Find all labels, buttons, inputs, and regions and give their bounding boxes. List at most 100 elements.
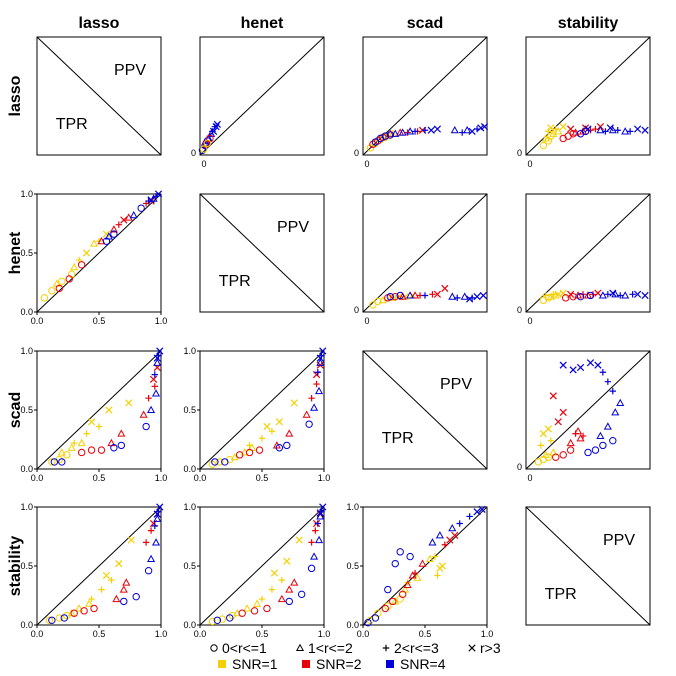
point-plus — [542, 292, 550, 299]
point-cross — [156, 347, 164, 355]
panel-lasso-henet: 00 — [191, 36, 325, 169]
point-triangle — [285, 585, 294, 593]
point-circle — [381, 604, 390, 613]
point-triangle — [398, 128, 407, 136]
point-plus — [268, 586, 276, 593]
point-plus — [209, 128, 216, 135]
identity-line — [199, 506, 325, 626]
panel-frame — [525, 506, 651, 626]
x-tick-label: 1.0 — [155, 473, 168, 483]
point-cross — [606, 124, 614, 132]
point-plus — [599, 369, 607, 376]
point-plus — [434, 572, 441, 579]
x-tick-label: 1.0 — [481, 629, 494, 639]
legend-plus-icon — [382, 644, 390, 652]
point-triangle — [554, 127, 563, 135]
ppv-label: PPV — [277, 219, 309, 236]
point-circle — [584, 448, 592, 457]
point-triangle — [596, 125, 605, 134]
panel-frame — [525, 193, 651, 313]
x-tick-label: 0.5 — [256, 629, 269, 639]
point-plus — [313, 380, 320, 388]
ppv-label: PPV — [440, 376, 472, 393]
point-plus — [589, 291, 597, 298]
point-circle — [77, 261, 86, 269]
point-cross — [319, 347, 327, 355]
point-cross — [569, 366, 577, 374]
point-plus — [550, 291, 557, 298]
legend-snr-label: SNR=4 — [400, 656, 446, 672]
point-plus — [308, 539, 315, 546]
point-cross — [641, 291, 649, 300]
point-triangle — [151, 389, 161, 397]
point-triangle — [147, 405, 156, 414]
x-tick-label: 0.0 — [31, 473, 44, 483]
point-cross — [544, 425, 552, 433]
point-cross — [156, 503, 164, 511]
legend-shape-label: r>3 — [480, 640, 501, 656]
point-circle — [544, 294, 553, 302]
point-circle — [569, 292, 577, 301]
point-circle — [586, 291, 595, 300]
point-circle — [45, 616, 54, 624]
point-cross — [473, 293, 481, 301]
point-circle — [386, 292, 394, 301]
row-header-scad: scad — [7, 392, 24, 428]
diagonal-panel-stability: PPV TPR — [525, 506, 651, 626]
point-plus — [604, 291, 612, 298]
point-triangle — [621, 291, 630, 299]
point-cross — [478, 505, 486, 513]
column-header-scad: scad — [407, 15, 443, 32]
point-circle — [386, 131, 394, 139]
point-triangle — [411, 291, 420, 299]
y-zero-label: 0 — [354, 305, 359, 315]
point-triangle — [463, 125, 472, 134]
legend-snr-label: SNR=2 — [316, 656, 362, 672]
panel-frame — [362, 36, 488, 156]
y-tick-label: 0.0 — [183, 464, 196, 474]
point-triangle — [314, 386, 324, 395]
y-tick-label: 1.0 — [20, 502, 33, 512]
point-circle — [216, 458, 224, 466]
point-plus — [421, 292, 429, 299]
point-plus — [314, 520, 321, 527]
point-cross — [153, 510, 161, 518]
point-cross — [102, 230, 111, 238]
point-circle — [208, 617, 217, 626]
point-cross — [154, 190, 163, 198]
point-circle — [389, 597, 397, 606]
point-cross — [559, 408, 567, 416]
panel-henet-lasso: 0.00.0 0.5 0.5 1.0 1.0 — [20, 189, 167, 326]
point-cross — [594, 361, 602, 369]
tpr-label: TPR — [382, 430, 414, 447]
point-circle — [609, 436, 617, 445]
point-cross — [316, 354, 324, 362]
point-circle — [396, 548, 404, 556]
column-header-stability: stability — [558, 15, 619, 32]
point-cross — [210, 127, 218, 136]
point-triangle — [75, 604, 84, 612]
diagonal-line — [362, 350, 488, 470]
x-zero-label: 0 — [201, 159, 206, 169]
point-circle — [398, 590, 407, 599]
point-plus — [411, 569, 419, 577]
legend-triangle-icon — [295, 643, 305, 652]
point-plus — [411, 128, 419, 135]
point-circle — [87, 446, 96, 454]
point-circle — [137, 204, 145, 212]
point-circle — [263, 604, 271, 613]
point-circle — [569, 130, 577, 138]
legend-shape-label: 1<r<=2 — [308, 640, 353, 656]
point-triangle — [230, 452, 239, 461]
point-cross — [594, 289, 602, 297]
point-triangle — [611, 408, 620, 416]
point-plus — [459, 129, 466, 136]
diagonal-panel-lasso: PPV TPR — [36, 36, 162, 156]
diagonal-line — [525, 506, 651, 626]
point-circle — [371, 138, 380, 146]
point-triangle — [576, 434, 585, 442]
point-circle — [539, 141, 548, 150]
y-tick-label: 0.0 — [20, 307, 33, 317]
panel-scad-lasso: 0.00.0 0.5 0.5 1.0 1.0 — [20, 346, 167, 483]
point-triangle — [398, 292, 407, 300]
